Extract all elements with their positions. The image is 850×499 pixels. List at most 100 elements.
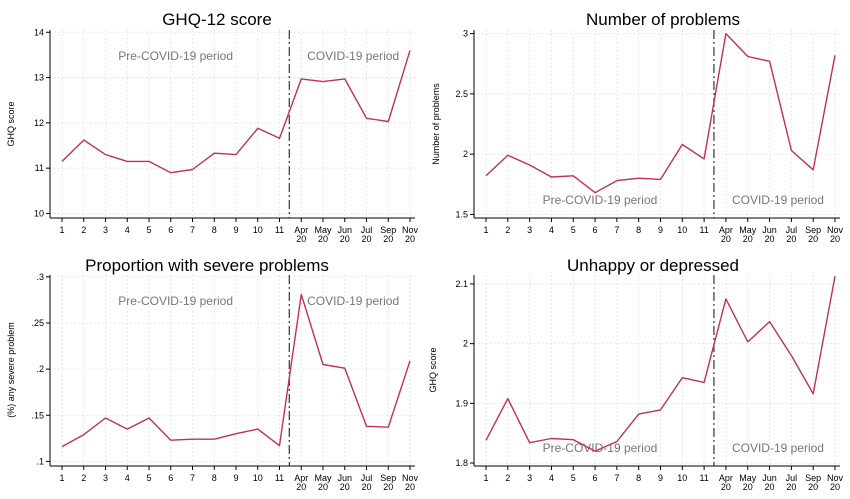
x-tick-label: Sep [380,473,396,483]
y-tick-label: .15 [31,410,44,420]
x-tick-label: 20 [721,234,731,244]
x-tick-label: 6 [593,473,598,483]
x-tick-label: Sep [805,225,821,235]
y-axis-title: Number of problems [431,83,441,165]
x-tick-label: 6 [593,225,598,235]
y-tick-label: .25 [31,318,44,328]
y-tick-label: 2.5 [455,89,468,99]
x-tick-label: 2 [505,473,510,483]
y-tick-label: .1 [36,456,44,466]
x-tick-label: 20 [808,482,818,492]
x-tick-label: 20 [318,234,328,244]
y-tick-label: 2.1 [455,279,468,289]
panel-number-of-problems: Number of problems Number of problems 1.… [431,10,843,244]
x-tick-label: Jun [762,473,777,483]
x-tick-label: 3 [527,225,532,235]
x-tick-label: 20 [296,234,306,244]
y-tick-label: .2 [36,364,44,374]
y-tick-label: 10 [34,208,44,218]
x-tick-label: 8 [212,473,217,483]
x-tick-label: 9 [658,225,663,235]
x-tick-label: Apr [719,473,733,483]
x-tick-label: 11 [699,225,708,235]
y-axis-title: GHQ score [6,101,16,146]
x-tick-label: 10 [677,473,687,483]
x-tick-label: 8 [636,225,641,235]
x-tick-label: 5 [146,225,151,235]
x-tick-label: Nov [402,473,419,483]
x-tick-label: 3 [103,225,108,235]
x-tick-label: Jul [361,225,373,235]
x-tick-label: 20 [765,234,775,244]
plot-area: 1.522.531 2 3 4 5 6 7 8 9 10 11 Apr20May20Jun20Jul2… [455,29,843,244]
x-tick-label: 4 [549,473,554,483]
plot-area: .1.15.2.25.31 2 3 4 5 6 7 8 9 10 11 Apr20May20Jun20… [31,272,418,492]
y-tick-label: 14 [34,27,44,37]
x-tick-label: 3 [527,473,532,483]
x-tick-label: 20 [743,482,753,492]
y-tick-label: 11 [35,163,44,173]
y-tick-label: 13 [34,73,44,83]
covid-label: COVID-19 period [732,441,824,455]
y-tick-label: 1.8 [455,458,468,468]
covid-label: COVID-19 period [307,294,399,308]
pre-covid-label: Pre-COVID-19 period [543,441,658,455]
x-tick-label: 11 [275,225,284,235]
pre-covid-label: Pre-COVID-19 period [118,49,233,63]
panel-title: Proportion with severe problems [85,256,329,275]
x-tick-label: Nov [827,473,844,483]
x-tick-label: Jul [786,473,798,483]
x-tick-label: 5 [571,225,576,235]
x-tick-label: 7 [190,225,195,235]
y-axis-title: GHQ score [428,347,438,392]
y-tick-label: .3 [36,272,44,282]
x-tick-label: Jul [361,473,373,483]
x-tick-label: 20 [361,234,371,244]
panel-proportion-severe: Proportion with severe problems (%) any … [6,256,418,492]
x-tick-label: 20 [383,234,393,244]
x-tick-label: 20 [786,234,796,244]
x-tick-label: 2 [505,225,510,235]
x-tick-label: 20 [318,482,328,492]
covid-label: COVID-19 period [307,49,399,63]
x-tick-label: 5 [571,473,576,483]
x-tick-label: 10 [253,225,263,235]
pre-covid-label: Pre-COVID-19 period [118,294,233,308]
x-tick-label: 20 [765,482,775,492]
panel-title: Number of problems [586,10,740,29]
panel-title: Unhappy or depressed [567,256,739,275]
x-tick-label: 5 [146,473,151,483]
series-line [61,293,411,448]
x-tick-label: 20 [721,482,731,492]
y-tick-label: 12 [34,118,44,128]
y-tick-label: 1.5 [455,209,468,219]
x-tick-label: 2 [81,225,86,235]
x-tick-label: 1 [483,225,488,235]
x-tick-label: 20 [743,234,753,244]
x-tick-label: May [314,225,332,235]
x-tick-label: 10 [677,225,687,235]
x-tick-label: 20 [361,482,371,492]
x-tick-label: 9 [233,225,238,235]
x-tick-label: 4 [125,225,130,235]
y-axis-title: (%) any severe problem [6,322,16,418]
x-tick-label: 20 [786,482,796,492]
x-tick-label: 1 [483,473,488,483]
x-tick-label: 6 [168,225,173,235]
x-tick-label: 20 [340,482,350,492]
series-line [61,50,411,174]
panel-unhappy-depressed: Unhappy or depressed GHQ score 1.8 1.9 2 2.… [428,256,843,492]
y-tick-label: 3 [463,29,468,39]
x-tick-label: 20 [830,234,840,244]
x-tick-label: 20 [340,234,350,244]
x-tick-label: 11 [699,473,708,483]
x-tick-label: Jul [786,225,798,235]
x-tick-label: 20 [830,482,840,492]
x-tick-label: Sep [380,225,396,235]
x-tick-label: 8 [636,473,641,483]
x-tick-label: 6 [168,473,173,483]
x-tick-label: 7 [614,473,619,483]
x-tick-label: 20 [808,234,818,244]
plot-area: 1.81.922.11 2 3 4 5 6 7 8 9 10 11 Apr20May20Jun20Ju… [455,275,843,492]
